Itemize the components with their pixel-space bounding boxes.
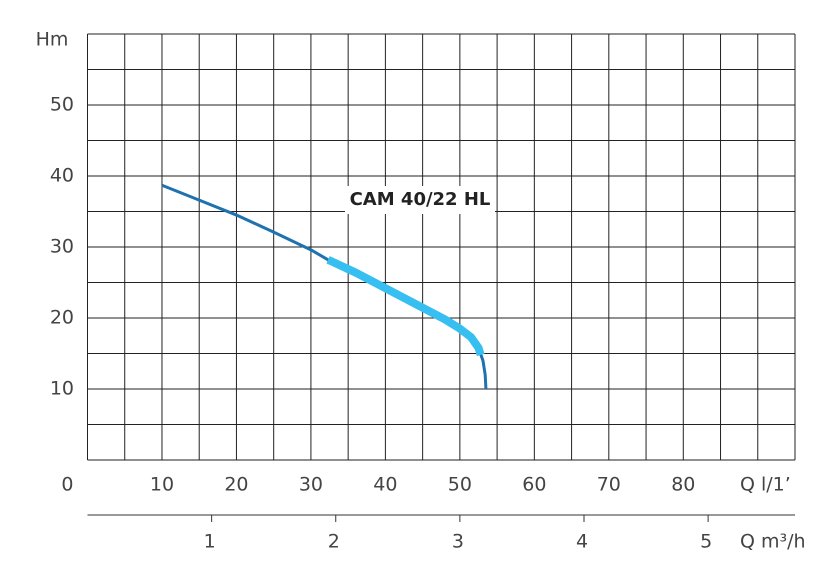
x2-tick-label: 2 [328, 531, 340, 553]
x-tick-label: 10 [150, 474, 174, 496]
x2-axis-label: Q m³/h [740, 531, 806, 553]
x-tick-label: 30 [299, 474, 323, 496]
curve [326, 256, 485, 357]
x-tick-label: 50 [448, 474, 472, 496]
x2-tick-label: 3 [452, 531, 464, 553]
x-tick-label: 80 [671, 474, 695, 496]
curve [161, 183, 488, 390]
annotation: CAM 40/22 HL [350, 189, 491, 210]
y-tick-label: 30 [50, 236, 74, 258]
y-axis-label: Hm [36, 29, 69, 51]
x-tick-label: 40 [373, 474, 397, 496]
y-tick-label: 10 [50, 378, 74, 400]
y-tick-label: 20 [50, 307, 74, 329]
y-tick-label: 40 [50, 165, 74, 187]
x2-tick-label: 4 [576, 531, 588, 553]
x2-tick-label: 5 [700, 531, 712, 553]
x-tick-label: 20 [224, 474, 248, 496]
x-axis-label: Q l/1’ [740, 474, 791, 496]
x-tick-label: 60 [522, 474, 546, 496]
x-tick-label: 0 [61, 474, 73, 496]
y-tick-label: 50 [50, 94, 74, 116]
x2-tick-label: 1 [204, 531, 216, 553]
x-tick-label: 70 [597, 474, 621, 496]
annotation-bg [345, 186, 495, 214]
